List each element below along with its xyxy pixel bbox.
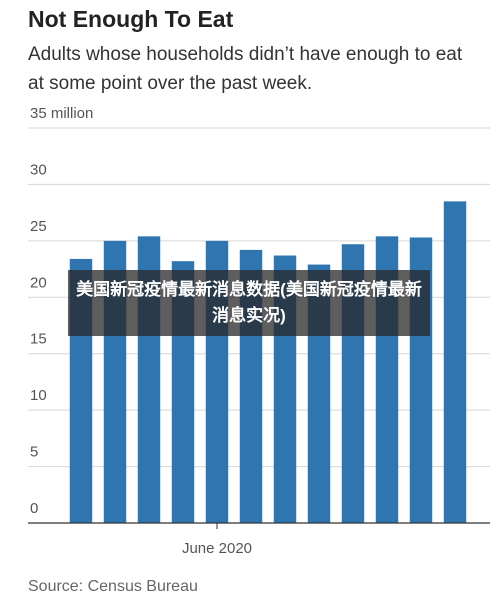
y-tick-label: 30 [30,161,47,178]
y-tick-label: 20 [30,274,47,291]
overlay-banner: 美国新冠疫情最新消息数据(美国新冠疫情最新消息实况) [68,270,430,336]
chart-title: Not Enough To Eat [28,6,234,32]
y-tick-label: 25 [30,218,47,235]
bar [443,201,467,523]
y-tick-label: 0 [30,500,38,517]
chart-subtitle: Adults whose households didn’t have enou… [28,44,463,94]
source-note: Source: Census Bureau [28,578,198,595]
x-tick-label: June 2020 [182,540,252,557]
y-tick-label: 10 [30,387,47,404]
y-tick-label: 35 million [30,105,93,122]
y-tick-label: 15 [30,331,47,348]
y-tick-label: 5 [30,444,38,461]
